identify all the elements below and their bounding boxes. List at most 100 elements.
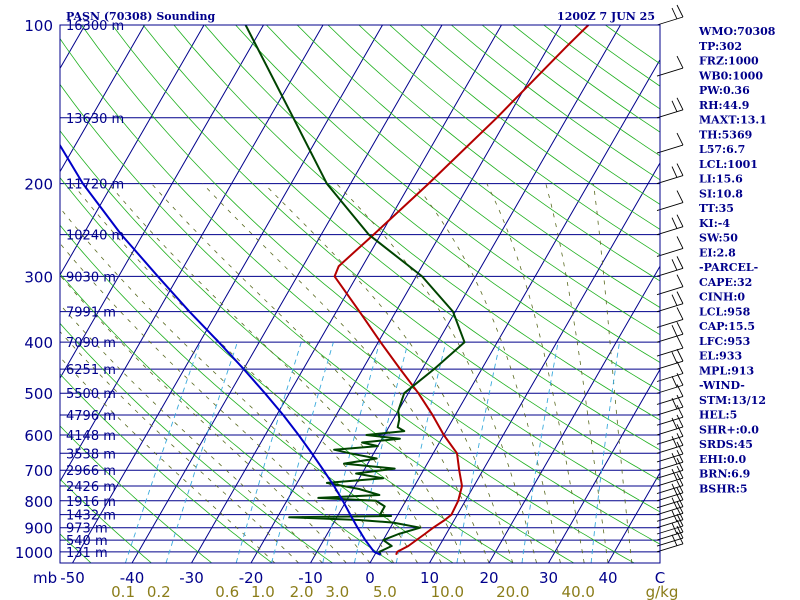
dry-adiabat-line (60, 177, 514, 563)
sounding-index-item: SHR+:0.0 (699, 423, 759, 436)
isotherm-line (0, 25, 26, 563)
sounding-index-item: -WIND- (699, 379, 745, 392)
dry-adiabat-line (60, 224, 454, 563)
temperature-tick-label: 40 (598, 569, 617, 587)
height-label: 11720 m (66, 178, 124, 193)
isotherm-line (488, 265, 660, 563)
wind-barb (656, 190, 684, 211)
height-label: 16300 m (66, 19, 124, 34)
mixing-ratio-tick-label: 5.0 (373, 583, 397, 600)
chart-background-lines (0, 25, 660, 563)
dry-adiabat-line (481, 25, 660, 157)
height-label: 1432 m (66, 509, 116, 524)
sounding-index-item: WMO:70308 (698, 25, 776, 38)
pressure-tick-label: 100 (24, 17, 53, 35)
moist-adiabat-line (336, 183, 537, 563)
wind-barb (656, 513, 684, 535)
sounding-traces (60, 25, 590, 556)
mixing-ratio-tick-label: 40.0 (562, 583, 595, 600)
wind-barb (656, 480, 684, 502)
isotherm-line (131, 25, 443, 563)
pressure-tick-label: 600 (24, 427, 53, 445)
temperature-unit-label: C (655, 569, 665, 587)
dry-adiabat-line (142, 25, 660, 451)
mixing-ratio-tick-label: 0.6 (215, 583, 239, 600)
wind-barb (656, 373, 684, 394)
sounding-index-item: LCL:1001 (699, 158, 758, 171)
chart-title: PASN (70308) Sounding (66, 10, 215, 23)
mixing-ratio-line (353, 342, 409, 563)
temperature-tick-label: -10 (298, 569, 323, 587)
mixing-ratio-tick-label: 10.0 (431, 583, 464, 600)
height-label: 3538 m (66, 447, 116, 462)
pressure-tick-label: 500 (24, 385, 53, 403)
mixing-ratio-line (521, 342, 559, 563)
sounding-index-item: MAXT:13.1 (699, 114, 767, 127)
height-label: 13630 m (66, 112, 124, 127)
pressure-tick-label: 300 (24, 268, 53, 286)
wind-barb (656, 236, 684, 257)
temperature-trace (333, 25, 590, 556)
moist-adiabat-line (545, 183, 609, 563)
height-label: 5500 m (66, 387, 116, 402)
isotherm-line (72, 25, 383, 563)
sounding-index-item: PW:0.36 (699, 84, 750, 97)
dry-adiabat-line (204, 25, 660, 392)
wind-barb (656, 384, 684, 405)
temperature-tick-label: -30 (179, 569, 204, 587)
sounding-index-item: L57:6.7 (699, 143, 745, 156)
dry-adiabat-line (60, 37, 660, 545)
mixing-ratio-tick-label: 0.1 (111, 583, 135, 600)
height-label: 973 m (66, 522, 108, 537)
wind-barb (656, 405, 684, 426)
mixing-ratio-tick-label: 1.0 (251, 583, 275, 600)
sounding-index-item: RH:44.9 (699, 99, 749, 112)
wind-barb (656, 307, 684, 328)
pressure-tick-label: 400 (24, 334, 53, 352)
temperature-tick-label: -40 (120, 569, 145, 587)
height-label: 10240 m (66, 229, 124, 244)
pressure-tick-label: 800 (24, 493, 53, 511)
dewpoint-trace (244, 25, 466, 556)
dry-adiabat-line (60, 478, 152, 563)
isotherm-line (250, 25, 562, 563)
isotherm-line (369, 58, 660, 563)
wind-barbs (656, 4, 684, 553)
height-label: 2426 m (66, 480, 116, 495)
pressure-tick-label: 1000 (15, 544, 53, 562)
temperature-tick-label: 30 (539, 569, 558, 587)
wind-barb (656, 163, 684, 185)
dry-adiabat-line (60, 322, 333, 563)
dry-adiabat-line (327, 25, 660, 282)
mixing-ratio-line (590, 342, 620, 563)
temperature-tick-label: 0 (365, 569, 375, 587)
dry-adiabat-line (173, 25, 660, 421)
sounding-index-item: CAPE:32 (699, 276, 752, 289)
wind-barb (656, 348, 684, 370)
height-label: 4796 m (66, 409, 116, 424)
pressure-tick-label: 200 (24, 176, 53, 194)
wind-barb (656, 361, 684, 382)
isotherm-line (60, 25, 205, 276)
wind-barb (656, 274, 684, 296)
sounding-index-item: WB0:1000 (698, 69, 763, 82)
isotherm-line (548, 368, 660, 563)
wind-barb (656, 525, 684, 547)
mixing-ratio-line (235, 342, 302, 563)
moist-adiabat-line (108, 183, 442, 563)
dry-adiabat-line (60, 130, 575, 563)
dry-adiabat-line (60, 373, 273, 563)
mixing-ratio-tick-label: 20.0 (496, 583, 529, 600)
height-label: 9030 m (66, 270, 116, 285)
wind-barb (656, 424, 684, 445)
mixing-ratio-line (124, 342, 201, 563)
wind-barb (656, 458, 684, 479)
dry-adiabat-line (81, 25, 660, 513)
mixing-ratio-unit-label: g/kg (646, 583, 679, 600)
height-label: 1916 m (66, 495, 116, 510)
pressure-unit-label: mb (33, 569, 57, 587)
sounding-index-item: BSHR:5 (699, 482, 748, 495)
